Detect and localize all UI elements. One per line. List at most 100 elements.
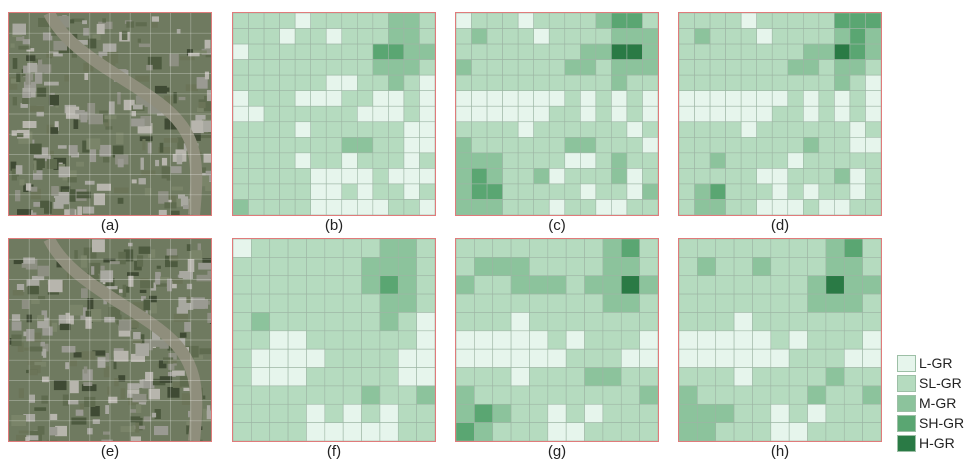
photo-texture [206, 405, 211, 415]
photo-texture [197, 243, 201, 257]
grid-cell [679, 28, 695, 45]
grid-cell [756, 13, 773, 29]
grid-cell [694, 13, 711, 29]
grid-cell [287, 385, 307, 405]
photo-texture [28, 370, 38, 376]
grid-cell [862, 257, 881, 277]
photo-texture [98, 21, 113, 30]
grid-cell [533, 168, 550, 185]
grid-cell [694, 152, 711, 169]
grid-cell [310, 28, 327, 45]
grid-cell [565, 422, 585, 441]
photo-texture [131, 107, 136, 117]
grid-cell [471, 28, 488, 45]
photo-texture [154, 426, 169, 436]
grid-cell [565, 293, 585, 313]
grid-cell [294, 43, 311, 60]
grid-cell [306, 239, 326, 258]
photo-texture [167, 344, 173, 351]
grid-cell [306, 275, 326, 295]
grid-cell [865, 183, 881, 200]
photo-texture [172, 278, 183, 284]
grid-cell [502, 121, 519, 138]
legend-item-h-gr: H-GR [897, 433, 964, 453]
grid-cell [865, 13, 881, 29]
grid-cell [251, 275, 271, 295]
photo-texture [102, 56, 116, 66]
grid-cell [388, 90, 405, 107]
grid-cell [324, 239, 344, 258]
grid-cell [403, 90, 420, 107]
grid-cell [263, 137, 280, 154]
grid-cell [357, 59, 374, 76]
grid-cell [611, 168, 628, 185]
grid-cell [379, 385, 399, 405]
photo-texture [83, 366, 88, 374]
photo-texture [93, 193, 105, 206]
grid-cell [843, 312, 863, 332]
grid-cell [770, 312, 790, 332]
grid-cell [709, 90, 726, 107]
photo-texture [132, 104, 143, 110]
grid-cell [416, 293, 435, 313]
grid-cell [733, 330, 753, 350]
grid-cell [642, 137, 658, 154]
grid-cell [843, 422, 863, 441]
photo-texture [169, 166, 182, 174]
grid-cell [709, 13, 726, 29]
photo-texture [23, 65, 31, 78]
grid-cell [388, 199, 405, 215]
grid-cell [697, 330, 717, 350]
photo-texture [11, 334, 22, 347]
grid-cell [397, 367, 417, 387]
grid-cell [486, 90, 503, 107]
legend-label: H-GR [919, 435, 955, 451]
grid-cell [357, 121, 374, 138]
grid-cell [756, 183, 773, 200]
photo-texture [88, 262, 101, 274]
grid-cell [639, 239, 658, 258]
grid-cell [248, 199, 265, 215]
grid-cell [803, 74, 820, 91]
grid-cell [595, 90, 612, 107]
photo-texture [18, 388, 24, 399]
grid-cell [342, 239, 362, 258]
grid-cell [379, 275, 399, 295]
photo-texture [140, 116, 152, 127]
photo-texture [96, 23, 105, 35]
grid-cell [361, 293, 381, 313]
grid-cell [807, 422, 827, 441]
grid-cell [595, 137, 612, 154]
grid-cell [474, 422, 494, 441]
grid-cell [725, 152, 742, 169]
grid-cell [725, 43, 742, 60]
grid-cell [580, 137, 597, 154]
grid-cell [492, 293, 512, 313]
grid-cell [474, 385, 494, 405]
photo-texture [151, 412, 157, 418]
photo-texture [16, 35, 25, 41]
grid-cell [611, 183, 628, 200]
grid-cell [803, 13, 820, 29]
grid-map-b [232, 12, 436, 216]
photo-texture [33, 160, 37, 174]
photo-texture [164, 202, 177, 209]
photo-texture [83, 62, 94, 72]
grid-cell [803, 121, 820, 138]
grid-cell [818, 168, 835, 185]
grid-cell [294, 168, 311, 185]
photo-texture [172, 382, 182, 388]
caption-b: (b) [324, 217, 344, 234]
grid-cell [510, 257, 530, 277]
grid-cell [474, 257, 494, 277]
grid-cell [697, 257, 717, 277]
photo-texture [136, 404, 142, 413]
grid-cell [565, 275, 585, 295]
grid-cell [548, 59, 566, 76]
photo-texture [140, 157, 144, 170]
grid-cell [263, 105, 280, 123]
grid-cell [818, 105, 835, 123]
photo-texture [69, 360, 77, 367]
grid-cell [379, 348, 399, 368]
photo-texture [118, 325, 131, 337]
